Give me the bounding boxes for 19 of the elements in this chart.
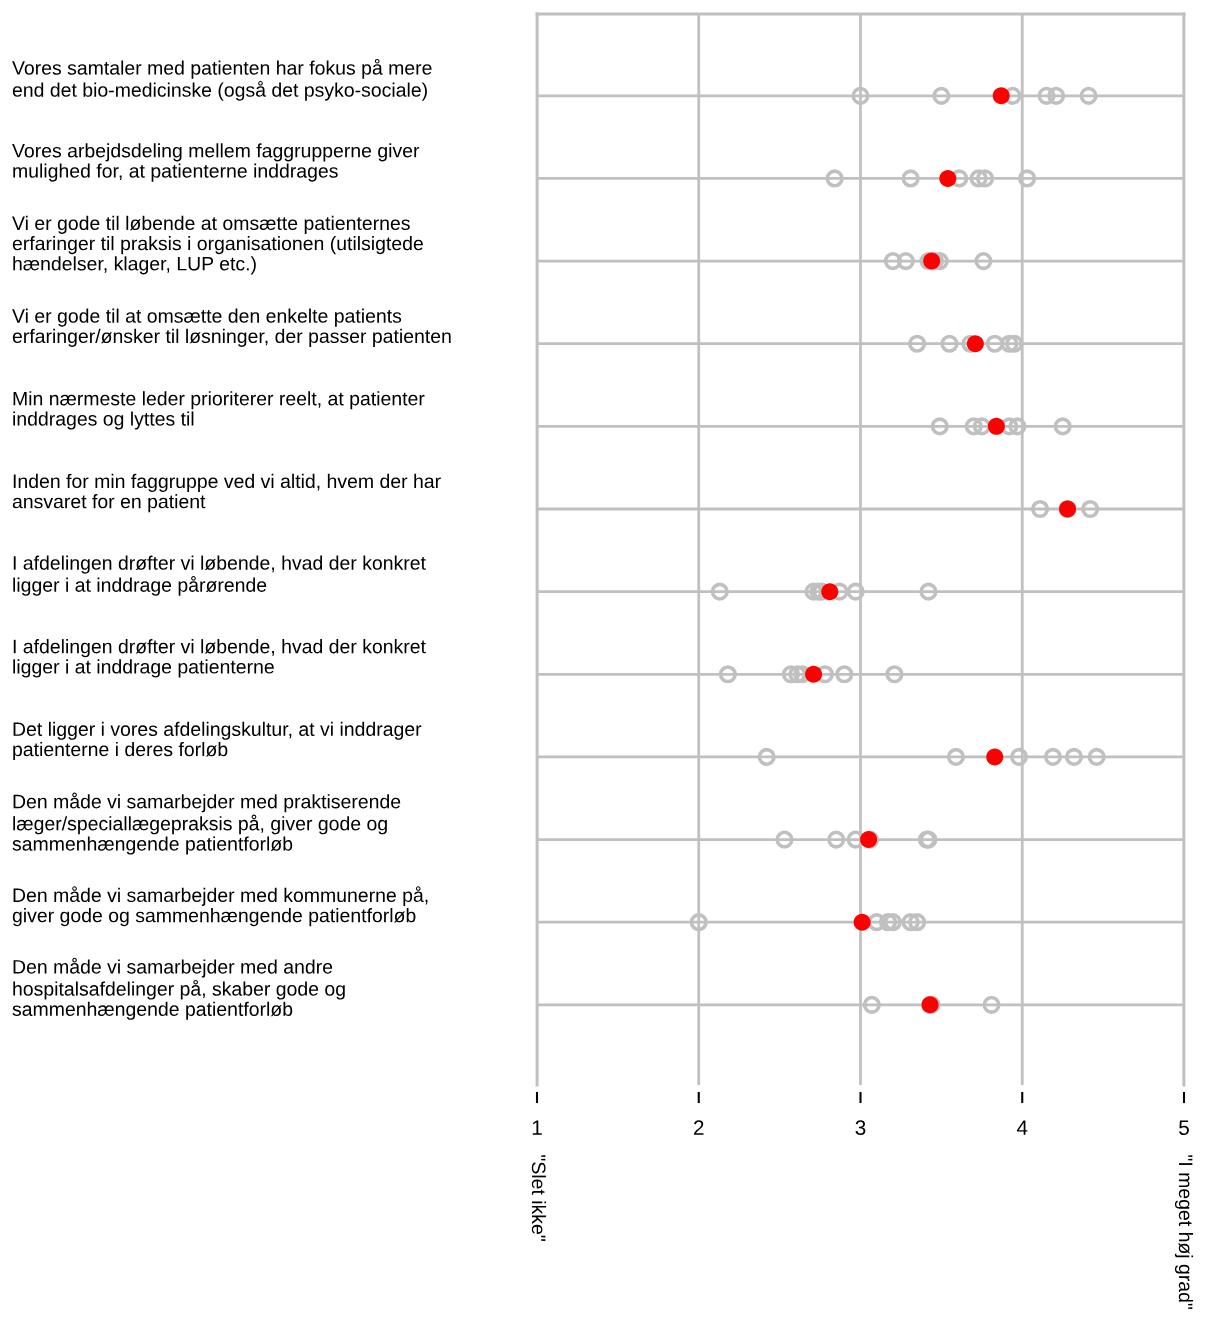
y-tick-label: Vores samtaler med patienten har fokus på mere end det bio-medicinske (også det psyko-sociale) (12, 58, 432, 101)
y-tick-label: I afdelingen drøfter vi løbende, hvad der konkret ligger i at inddrage pårørende (13, 555, 426, 596)
x-tick-label: 5 (1179, 1120, 1189, 1136)
y-tick-label: Den måde vi samarbejder med andre hospitalsafdelinger på, skaber gode og sammenhængende patientforløb (12, 957, 345, 1020)
y-tick-label: Inden for min faggruppe ved vi altid, hvem der har ansvaret for en patient (12, 473, 441, 513)
x-tick-label: 1 (532, 1120, 542, 1135)
y-tick-label: Den måde vi samarbejder med kommunerne på, giver gode og sammenhængende patientforløb (12, 886, 428, 927)
y-tick-label: I afdelingen drøfter vi løbende, hvad der konkret ligger i at inddrage patienterne (13, 639, 426, 678)
text: "Slet ikke" (531, 1155, 547, 1241)
x-tick-label: 2 (694, 1120, 704, 1135)
y-tick-label: Vores arbejdsdeling mellem faggrupperne giver mulighed for, at patienterne inddrages (12, 143, 420, 182)
text: "I meget høj grad" (1174, 1155, 1194, 1309)
y-tick-label: Det ligger i vores afdelingskultur, at vi inddrager patienterne i deres forløb (13, 721, 422, 761)
x-tick-label: 3 (855, 1120, 866, 1136)
y-tick-label: Min nærmeste leder prioriterer reelt, at patienter inddrages og lyttes til (13, 391, 425, 430)
x-tick-label: 4 (1016, 1120, 1028, 1135)
y-tick-label: Vi er gode til at omsætte den enkelte patients erfaringer/ønsker til løsninger, der passer patienten (12, 308, 451, 347)
y-tick-label: Den måde vi samarbejder med praktiserende læger/speciallægepraksis på, giver gode og sammenhængende patientforløb (12, 792, 401, 855)
y-tick-label: Vi er gode til løbende at omsætte patienternes erfaringer til praksis i organisationen (utilsigtede hændelser, klager, LUP etc.) (12, 215, 423, 275)
